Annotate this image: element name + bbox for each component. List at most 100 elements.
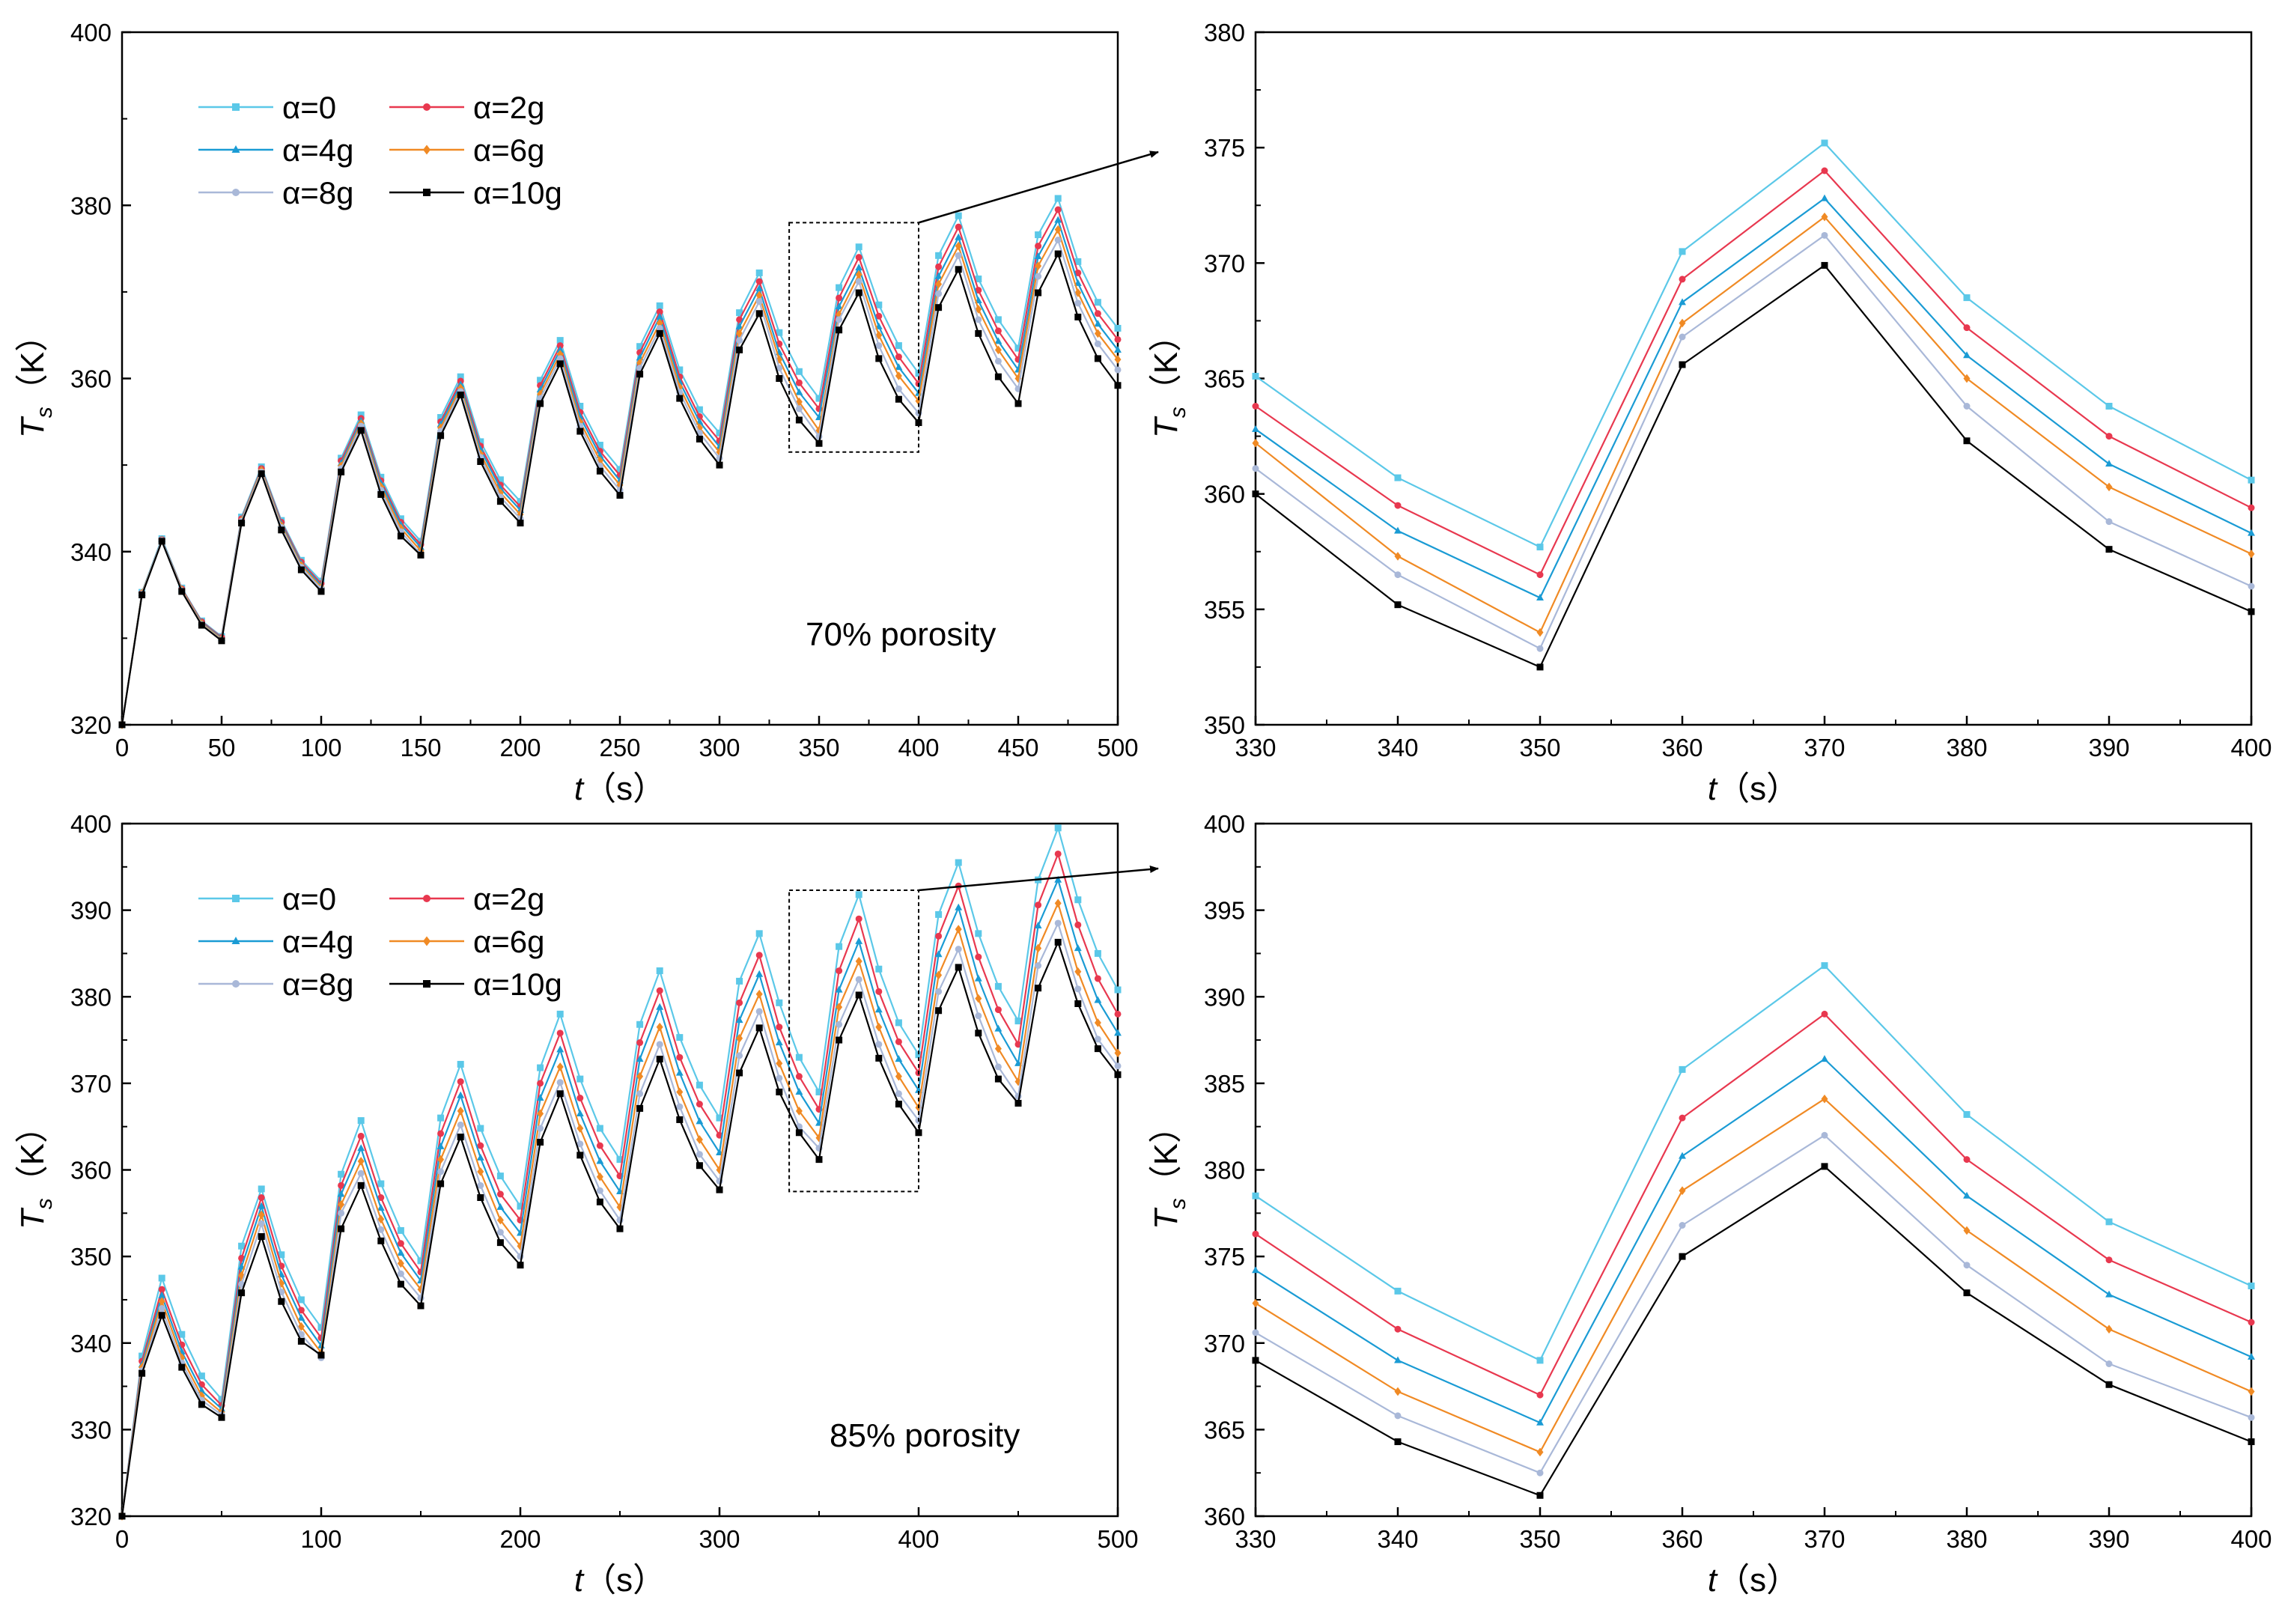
data-point-alpha-4g [1536,594,1544,601]
data-point-alpha-10g [875,355,883,362]
x-tick-label: 330 [1235,1525,1276,1553]
data-point-alpha-6g [1679,1186,1686,1196]
data-point-alpha-0 [1394,474,1402,481]
y-tick-label: 380 [70,983,112,1011]
data-point-alpha-4g [755,970,764,977]
data-point-alpha-0 [616,466,624,473]
data-point-alpha-6g [1252,438,1259,448]
data-point-alpha-10g [1252,490,1259,498]
legend-item-alpha-0: α=0 [198,90,336,125]
data-point-alpha-4g [1094,320,1102,327]
data-point-alpha-4g [934,272,943,279]
x-tick-label: 150 [400,734,441,761]
data-point-alpha-10g [776,1088,783,1095]
data-point-alpha-2g [1054,206,1062,213]
data-point-alpha-6g [755,989,763,999]
data-point-alpha-10g [238,520,246,527]
data-point-alpha-2g [676,1053,684,1061]
data-point-alpha-4g [258,1202,266,1209]
series-alpha-4g [1252,194,2255,601]
legend-item-alpha-4g: α=4g [198,924,354,959]
data-point-alpha-6g [338,1199,345,1209]
data-point-alpha-10g [676,395,684,402]
data-point-alpha-10g [815,1156,823,1164]
data-point-alpha-2g [975,287,982,294]
data-point-alpha-4g [1074,944,1082,952]
y-tick-label: 380 [1204,1157,1245,1184]
data-point-alpha-8g [1114,366,1122,374]
data-point-alpha-2g [158,1286,165,1293]
x-tick-label: 500 [1097,1525,1138,1553]
data-point-alpha-10g [935,304,943,311]
y-tick-label: 365 [1204,365,1245,393]
data-point-alpha-0 [437,414,445,422]
x-tick-label: 400 [898,734,939,761]
data-point-alpha-4g [1094,996,1102,1003]
data-point-alpha-8g [158,1305,165,1312]
data-point-alpha-2g [656,308,663,315]
data-point-alpha-4g [955,233,963,240]
data-point-alpha-6g [676,1087,684,1097]
x-tick-label: 400 [898,1525,939,1553]
data-point-alpha-0 [556,1010,564,1018]
series-alpha-4g [1252,1055,2255,1426]
data-point-alpha-8g [1679,333,1686,341]
data-point-alpha-4g [397,1249,405,1256]
y-tick-label: 370 [1204,249,1245,277]
data-point-alpha-2g [975,953,982,961]
data-point-alpha-0 [636,1021,644,1028]
data-point-alpha-10g [2248,1438,2255,1446]
x-tick-label: 400 [2230,734,2272,761]
series-alpha-8g [1252,231,2255,652]
data-point-alpha-8g [1094,1035,1101,1043]
data-point-alpha-0 [836,943,843,950]
data-point-alpha-6g [2248,1387,2255,1396]
data-point-alpha-6g [417,1285,425,1294]
data-point-alpha-10g [2105,1381,2113,1388]
legend: α=0 α=2g α=4g α=6g α=8g α=10g [198,90,562,210]
x-tick-label: 380 [1946,1525,1987,1553]
data-point-alpha-4g [855,937,863,944]
y-tick-label: 395 [1204,897,1245,925]
data-point-alpha-4g [2105,460,2113,467]
data-point-alpha-10g [218,637,225,645]
data-point-alpha-6g [198,1391,205,1401]
data-point-alpha-0 [437,1114,445,1122]
series-line-alpha-2g [1255,1013,2252,1396]
data-point-alpha-6g [895,1071,902,1081]
data-point-alpha-6g [496,1215,504,1225]
data-point-alpha-2g [1536,571,1544,579]
data-point-alpha-0 [755,930,763,937]
data-point-alpha-10g [1114,1071,1122,1078]
x-tick-label: 350 [798,734,839,761]
data-point-alpha-6g [357,1157,365,1166]
data-point-alpha-0 [178,1330,186,1338]
data-point-alpha-0 [496,476,504,484]
data-point-alpha-2g [875,988,883,995]
data-point-alpha-10g [1252,1357,1259,1364]
data-point-alpha-4g [457,1091,465,1098]
data-point-alpha-6g [477,1167,484,1176]
data-point-alpha-0 [795,368,803,375]
data-point-alpha-6g [755,291,763,300]
data-point-alpha-2g [1394,1325,1402,1333]
data-point-alpha-8g [1536,645,1544,652]
data-point-alpha-6g [656,1022,663,1032]
y-tick-label: 360 [70,1157,112,1184]
data-point-alpha-2g [357,1132,365,1140]
data-point-alpha-0 [1014,1018,1022,1025]
data-point-alpha-6g [1094,329,1101,338]
data-point-alpha-4g [795,388,803,395]
data-point-alpha-0 [1963,1111,1971,1118]
data-point-alpha-8g [297,1330,305,1338]
data-point-alpha-6g [955,241,962,251]
data-point-alpha-10g [198,1401,205,1408]
data-point-alpha-2g [795,1073,803,1080]
data-point-alpha-4g [337,1190,345,1197]
data-point-alpha-10g [297,1337,305,1345]
data-point-alpha-0 [656,302,663,309]
y-axis-label: Ts（K） [14,1110,57,1229]
y-tick-label: 365 [1204,1416,1245,1444]
x-tick-label: 250 [599,734,640,761]
y-tick-label: 350 [70,1243,112,1271]
